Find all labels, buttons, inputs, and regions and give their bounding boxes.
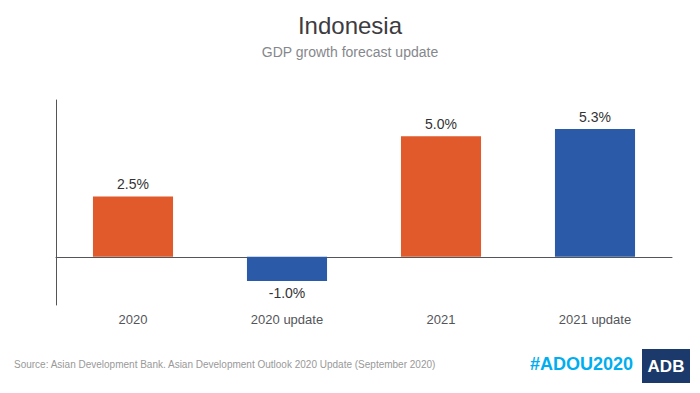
svg-text:GDP growth forecast update: GDP growth forecast update <box>262 44 439 60</box>
svg-text:Indonesia: Indonesia <box>298 12 403 39</box>
svg-text:5.3%: 5.3% <box>579 109 611 125</box>
svg-text:2.5%: 2.5% <box>117 176 149 192</box>
svg-text:2020 update: 2020 update <box>251 312 323 327</box>
svg-text:-1.0%: -1.0% <box>269 285 306 301</box>
svg-text:Source: Asian Development Bank: Source: Asian Development Bank. Asian De… <box>14 359 435 370</box>
svg-text:2020: 2020 <box>119 312 148 327</box>
svg-text:5.0%: 5.0% <box>425 116 457 132</box>
svg-text:ADB: ADB <box>648 357 685 376</box>
svg-text:2021: 2021 <box>427 312 456 327</box>
svg-text:#ADOU2020: #ADOU2020 <box>530 354 633 374</box>
svg-text:2021 update: 2021 update <box>559 312 631 327</box>
